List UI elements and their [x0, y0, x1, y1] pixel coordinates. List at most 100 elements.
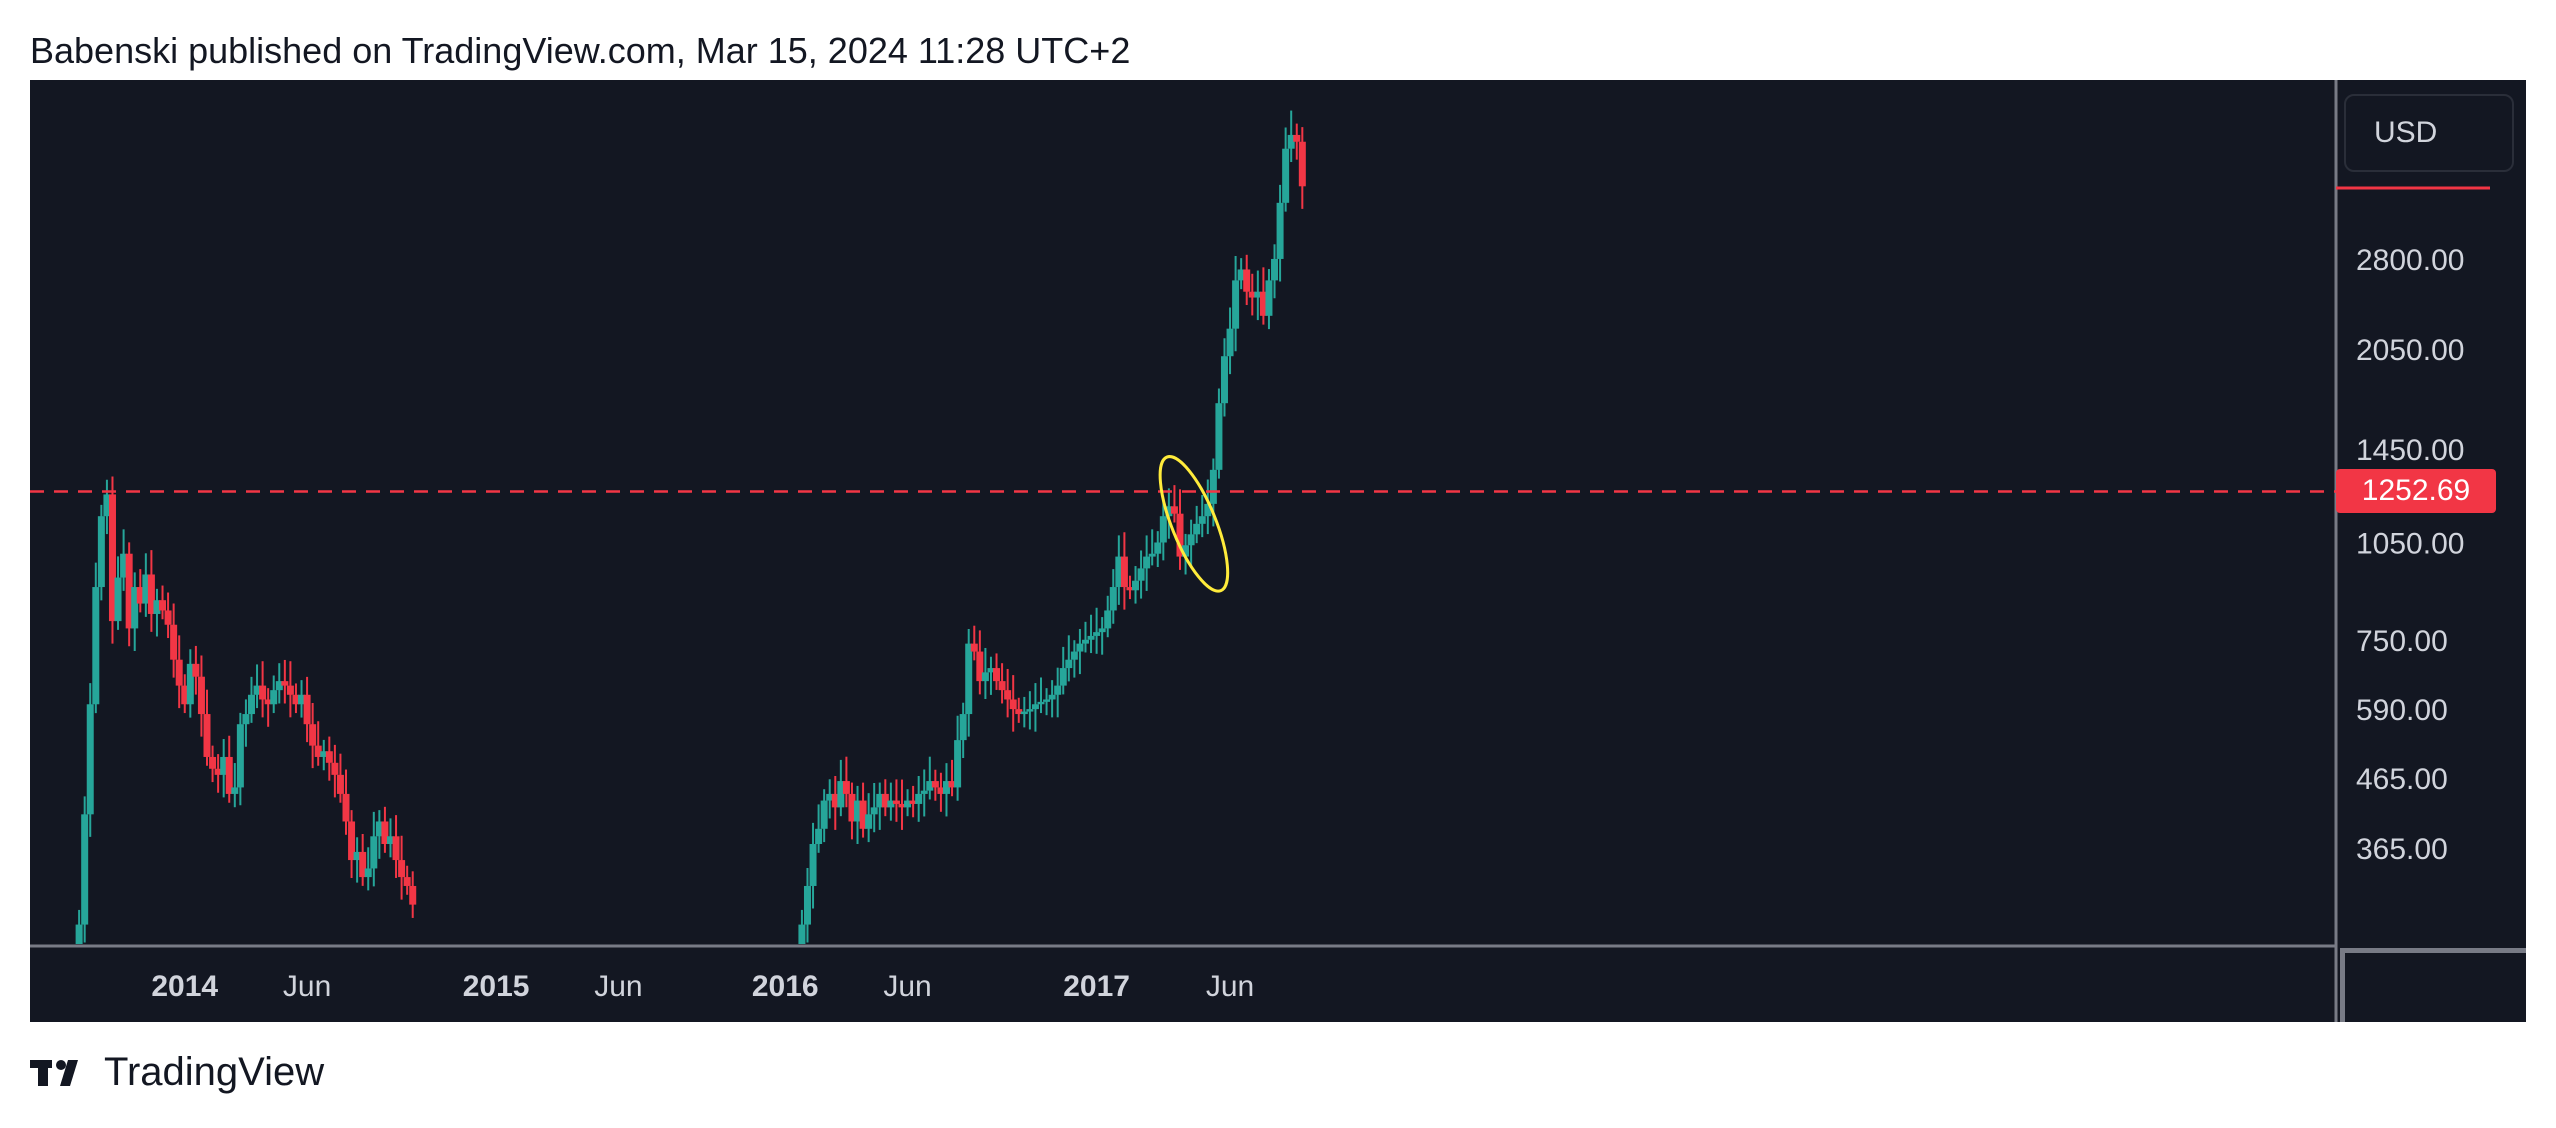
candle-body [1182, 545, 1190, 557]
candle-body [1209, 469, 1217, 504]
candle-body [1093, 632, 1101, 636]
candle-body [264, 699, 272, 705]
chart-area[interactable]: 2800.00 2050.00 1450.00 1050.00 750.00 590.00… [30, 80, 2526, 1022]
candle-body [1237, 269, 1245, 281]
candle-body [1265, 280, 1273, 316]
candle-body [1065, 659, 1073, 669]
candle-body [159, 600, 167, 611]
candle-body [993, 668, 1001, 682]
brand-name: TradingView [104, 1050, 325, 1094]
candle-body [842, 781, 850, 794]
time-tick-label: Jun [1206, 970, 1254, 1003]
candle-body [1198, 516, 1206, 524]
candle-body [1154, 542, 1162, 554]
time-tick-label: 2015 [463, 970, 530, 1003]
candle-body [236, 724, 244, 788]
candle-body [197, 676, 205, 715]
price-tick-label: 590.00 [2356, 694, 2448, 727]
candle-body [331, 762, 339, 775]
candle-body [1020, 711, 1028, 715]
candle-body [186, 663, 194, 705]
candle-body [865, 814, 873, 829]
candle-body [114, 577, 122, 622]
candle-body [392, 836, 400, 861]
candle-body [1098, 628, 1106, 633]
candle-body [970, 643, 978, 652]
candle-body [803, 885, 811, 925]
candle-body [1293, 134, 1301, 142]
candle-body [931, 781, 939, 788]
candle-body [998, 681, 1006, 691]
candle-body [887, 800, 895, 808]
candle-body [915, 793, 923, 804]
candle-body [1143, 556, 1151, 569]
time-tick-label: Jun [594, 970, 642, 1003]
candle-body [97, 516, 105, 588]
candle-body [281, 681, 289, 686]
candle-body [75, 924, 83, 944]
candle-body [1137, 568, 1145, 581]
candle-body [1015, 709, 1023, 715]
time-tick-label: Jun [283, 970, 331, 1003]
candle-body [403, 877, 411, 886]
candle-body [353, 851, 361, 861]
candle-body [876, 793, 884, 808]
candle-body [959, 714, 967, 741]
candlestick-chart[interactable]: 2800.00 2050.00 1450.00 1050.00 750.00 590.00… [30, 80, 2526, 1022]
price-tick-label: 2050.00 [2356, 334, 2464, 367]
candle-body [942, 781, 950, 794]
candle-body [364, 868, 372, 878]
candle-body [131, 587, 139, 629]
candle-body [1187, 534, 1195, 546]
candle-body [798, 924, 806, 944]
candle-body [815, 828, 823, 845]
candle-body [398, 860, 406, 878]
candle-body [320, 751, 328, 757]
candle-body [1220, 356, 1228, 404]
candle-body [103, 494, 111, 517]
candle-body [125, 553, 133, 629]
candle-body [1120, 556, 1128, 588]
candle-body [209, 756, 217, 769]
candle-body [1159, 516, 1167, 543]
axis-corner-settings[interactable] [2340, 948, 2526, 1022]
candle-body [1165, 506, 1173, 517]
tradingview-brand[interactable]: TradingView [30, 1050, 324, 1095]
candle-body [164, 610, 172, 625]
candle-body [298, 694, 306, 705]
candle-body [247, 694, 255, 715]
candle-body [1243, 269, 1251, 292]
candle-body [1271, 258, 1279, 281]
candle-body [225, 756, 233, 794]
candle-body [1226, 328, 1234, 357]
candle-body [381, 821, 389, 845]
candle-body [181, 685, 189, 705]
candle-body [1070, 651, 1078, 660]
candle-body [214, 768, 222, 775]
candle-body [987, 668, 995, 673]
candle-body [259, 685, 267, 700]
candle-body [1276, 202, 1284, 259]
price-tick-label: 2800.00 [2356, 244, 2464, 277]
candle-body [859, 800, 867, 829]
candle-body [965, 643, 973, 715]
candle-body [1087, 635, 1095, 640]
candle-body [375, 821, 383, 837]
candle-body [954, 740, 962, 788]
candle-body [1215, 403, 1223, 470]
candle-body [242, 714, 250, 725]
currency-selector-button[interactable]: USD [2344, 94, 2514, 172]
candle-body [1059, 668, 1067, 686]
candle-body [270, 690, 278, 705]
candle-body [231, 787, 239, 794]
candle-body [120, 553, 128, 578]
candle-body [1115, 556, 1123, 588]
candle-body [253, 685, 261, 695]
candle-body [142, 574, 150, 604]
candle-body [409, 885, 417, 905]
candle-body [309, 724, 317, 746]
candle-body [286, 685, 294, 695]
candle-body [1232, 280, 1240, 329]
candle-body [1170, 506, 1178, 514]
candle-body [1104, 610, 1112, 629]
